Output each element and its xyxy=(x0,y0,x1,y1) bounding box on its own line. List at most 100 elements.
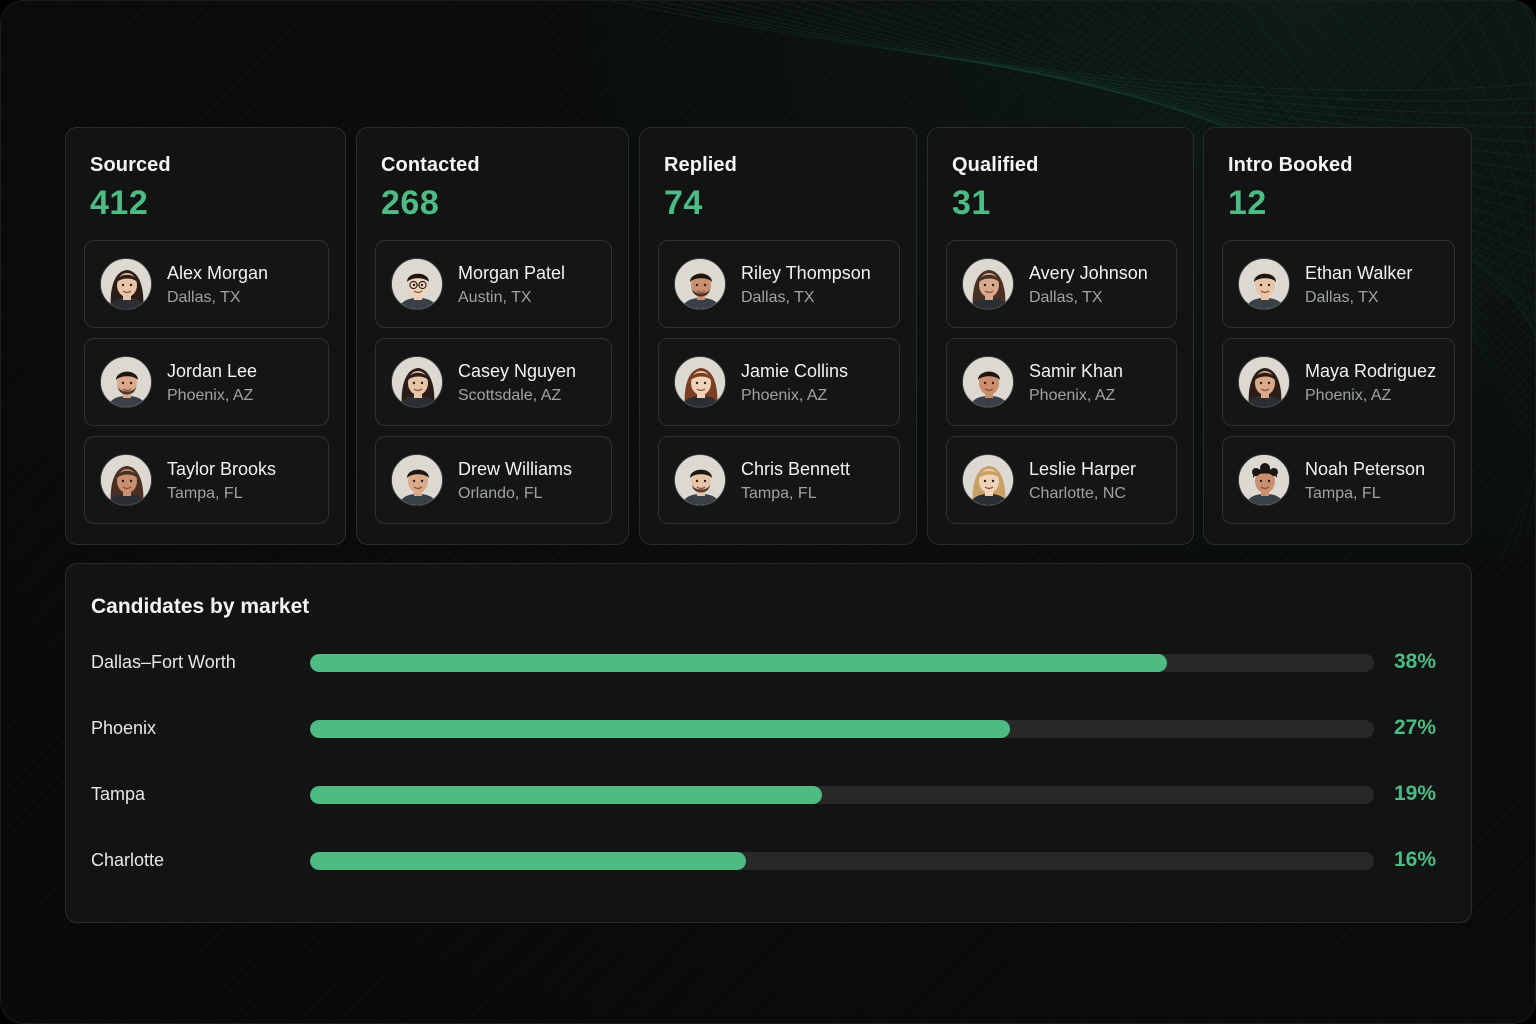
candidate-location: Dallas, TX xyxy=(1029,289,1103,306)
candidate-card[interactable]: Noah Peterson Tampa, FL xyxy=(1222,436,1455,524)
avatar-photo xyxy=(1239,259,1289,309)
candidate-card[interactable]: Jamie Collins Phoenix, AZ xyxy=(658,338,900,426)
candidate-location: Dallas, TX xyxy=(741,289,815,306)
avatar-photo xyxy=(392,455,442,505)
candidate-name: Drew Williams xyxy=(458,459,572,479)
candidate-location: Phoenix, AZ xyxy=(1305,387,1392,404)
column-title: Qualified xyxy=(952,154,1039,176)
avatar-photo xyxy=(1239,357,1289,407)
candidate-card[interactable]: Avery Johnson Dallas, TX xyxy=(946,240,1177,328)
column-title: Intro Booked xyxy=(1228,154,1353,176)
progress-track xyxy=(310,654,1374,672)
candidate-name: Jordan Lee xyxy=(167,361,258,381)
column-title: Sourced xyxy=(90,154,171,176)
pipeline-column-qualified: Qualified 31 Avery Johnson Dallas, TX xyxy=(927,127,1194,545)
progress-track xyxy=(310,720,1374,738)
avatar-photo xyxy=(101,357,151,407)
market-percent: 19% xyxy=(1394,782,1437,805)
candidate-card[interactable]: Alex Morgan Dallas, TX xyxy=(84,240,329,328)
candidate-card[interactable]: Morgan Patel Austin, TX xyxy=(375,240,612,328)
progress-fill xyxy=(310,786,822,804)
candidate-location: Scottsdale, AZ xyxy=(458,387,562,404)
candidate-name: Taylor Brooks xyxy=(167,459,277,479)
avatar-photo xyxy=(392,357,442,407)
column-count: 12 xyxy=(1228,184,1267,222)
column-title: Replied xyxy=(664,154,737,176)
market-row-phoenix: Phoenix 27% xyxy=(66,709,1471,749)
pipeline-column-replied: Replied 74 Riley Thompson Dallas, TX xyxy=(639,127,917,545)
avatar xyxy=(391,454,443,506)
candidate-name: Avery Johnson xyxy=(1029,263,1148,283)
candidate-name: Maya Rodriguez xyxy=(1305,361,1437,381)
market-percent: 16% xyxy=(1394,848,1437,871)
panel-title: Candidates by market xyxy=(91,595,310,618)
market-row-charlotte: Charlotte 16% xyxy=(66,841,1471,881)
avatar xyxy=(391,356,443,408)
progress-fill xyxy=(310,852,747,870)
market-percent: 38% xyxy=(1394,650,1437,673)
candidates-by-market-panel: Candidates by market Dallas–Fort Worth 3… xyxy=(65,563,1472,923)
column-count: 412 xyxy=(90,184,149,222)
avatar-photo xyxy=(963,259,1013,309)
candidate-name: Leslie Harper xyxy=(1029,459,1137,479)
candidate-location: Phoenix, AZ xyxy=(741,387,828,404)
column-title: Contacted xyxy=(381,154,480,176)
candidate-name: Morgan Patel xyxy=(458,263,566,283)
avatar xyxy=(674,454,726,506)
candidate-location: Austin, TX xyxy=(458,289,532,306)
pipeline-column-contacted: Contacted 268 Morgan Patel Austin, TX xyxy=(356,127,629,545)
pipeline-column-intro-booked: Intro Booked 12 Ethan Walker Dallas, TX xyxy=(1203,127,1472,545)
column-count: 268 xyxy=(381,184,440,222)
candidate-card[interactable]: Chris Bennett Tampa, FL xyxy=(658,436,900,524)
candidate-card[interactable]: Riley Thompson Dallas, TX xyxy=(658,240,900,328)
avatar-photo xyxy=(963,455,1013,505)
avatar-photo xyxy=(101,259,151,309)
candidate-name: Ethan Walker xyxy=(1305,263,1413,283)
candidate-name: Casey Nguyen xyxy=(458,361,577,381)
pipeline-board: Sourced 412 Alex Morgan Dallas, TX xyxy=(1,127,1535,545)
market-label: Charlotte xyxy=(91,850,165,870)
avatar xyxy=(674,356,726,408)
candidate-location: Orlando, FL xyxy=(458,485,543,502)
avatar xyxy=(962,356,1014,408)
candidate-name: Alex Morgan xyxy=(167,263,269,283)
candidate-card[interactable]: Jordan Lee Phoenix, AZ xyxy=(84,338,329,426)
candidate-location: Dallas, TX xyxy=(1305,289,1379,306)
market-label: Tampa xyxy=(91,784,146,804)
avatar-photo xyxy=(675,259,725,309)
market-label: Dallas–Fort Worth xyxy=(91,652,236,672)
candidate-location: Phoenix, AZ xyxy=(1029,387,1116,404)
avatar xyxy=(1238,454,1290,506)
avatar xyxy=(100,454,152,506)
candidate-card[interactable]: Ethan Walker Dallas, TX xyxy=(1222,240,1455,328)
progress-track xyxy=(310,786,1374,804)
market-percent: 27% xyxy=(1394,716,1437,739)
avatar-photo xyxy=(675,455,725,505)
progress-track xyxy=(310,852,1374,870)
pipeline-column-sourced: Sourced 412 Alex Morgan Dallas, TX xyxy=(65,127,346,545)
candidate-card[interactable]: Taylor Brooks Tampa, FL xyxy=(84,436,329,524)
progress-fill xyxy=(310,720,1011,738)
market-row-tampa: Tampa 19% xyxy=(66,775,1471,815)
avatar xyxy=(100,356,152,408)
progress-fill xyxy=(310,654,1167,672)
candidate-card[interactable]: Drew Williams Orlando, FL xyxy=(375,436,612,524)
candidate-name: Noah Peterson xyxy=(1305,459,1426,479)
avatar xyxy=(674,258,726,310)
candidate-location: Charlotte, NC xyxy=(1029,485,1126,502)
avatar xyxy=(391,258,443,310)
avatar-photo xyxy=(963,357,1013,407)
candidate-location: Tampa, FL xyxy=(167,485,243,502)
column-count: 31 xyxy=(952,184,991,222)
candidate-card[interactable]: Samir Khan Phoenix, AZ xyxy=(946,338,1177,426)
market-label: Phoenix xyxy=(91,718,157,738)
avatar-photo xyxy=(675,357,725,407)
candidate-location: Tampa, FL xyxy=(1305,485,1381,502)
candidate-card[interactable]: Maya Rodriguez Phoenix, AZ xyxy=(1222,338,1455,426)
column-count: 74 xyxy=(664,184,703,222)
candidate-location: Phoenix, AZ xyxy=(167,387,254,404)
avatar-photo xyxy=(1239,455,1289,505)
candidate-card[interactable]: Leslie Harper Charlotte, NC xyxy=(946,436,1177,524)
candidate-card[interactable]: Casey Nguyen Scottsdale, AZ xyxy=(375,338,612,426)
